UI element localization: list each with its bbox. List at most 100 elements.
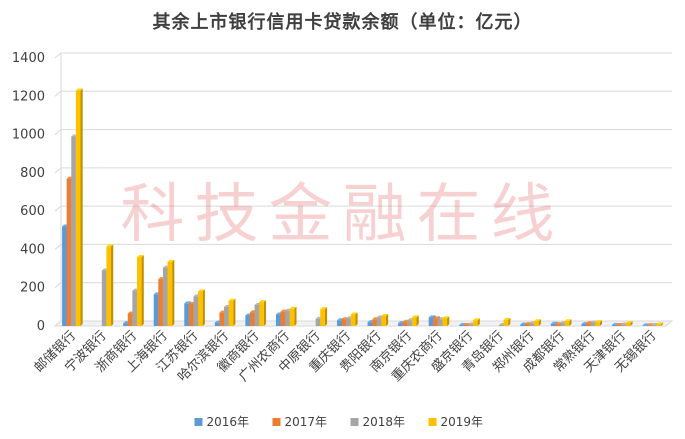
bar-2019年-重庆农商行 <box>442 318 448 326</box>
bar-2017年-天津银行 <box>616 325 622 326</box>
bar-2017年-南京银行 <box>402 321 408 326</box>
bar-top <box>320 307 328 310</box>
bar-top <box>503 317 511 320</box>
bar-2018年-贵阳银行 <box>376 317 382 326</box>
bar-2019年-盛京银行 <box>473 320 478 326</box>
bar-2016年-无锡银行 <box>642 325 648 326</box>
bar-side <box>202 289 205 326</box>
bar-2017年-哈尔滨银行 <box>219 312 225 326</box>
bar-2019年-青岛银行 <box>503 319 509 326</box>
legend-label: 2016年 <box>207 415 250 429</box>
bar-2019年-南京银行 <box>411 317 417 326</box>
bar-side <box>141 255 144 326</box>
bar-2017年-郑州银行 <box>524 324 530 326</box>
legend-label: 2018年 <box>363 415 406 429</box>
bar-side <box>599 320 603 326</box>
bar-2016年-邮储银行 <box>62 226 67 326</box>
bar-2017年-浙商银行 <box>127 313 133 326</box>
bar-side <box>538 319 541 326</box>
bar-2018年-重庆农商行 <box>437 319 443 326</box>
legend-swatch <box>350 418 359 426</box>
y-tick-label: 1400 <box>12 51 45 66</box>
bar-top <box>411 315 419 318</box>
bar-2018年-郑州银行 <box>529 323 535 326</box>
bar-2019年-宁波银行 <box>106 246 112 326</box>
bar-2016年-江苏银行 <box>184 303 189 326</box>
bar-top <box>428 315 436 318</box>
bar-2018年-无锡银行 <box>651 325 657 326</box>
gridline-side <box>54 244 62 250</box>
gridline-side <box>54 205 62 212</box>
bar-top <box>459 323 467 326</box>
bar-2019年-哈尔滨银行 <box>228 300 234 326</box>
bar-2018年-南京银行 <box>407 320 412 326</box>
bar-side <box>569 319 572 326</box>
bar-side <box>630 321 633 326</box>
bar-2016年-重庆银行 <box>337 320 342 326</box>
gridline-side <box>54 52 62 59</box>
bar-side <box>263 300 266 326</box>
bar-top <box>381 314 389 317</box>
bar-2018年-江苏银行 <box>193 296 199 326</box>
bar-side <box>477 318 480 326</box>
bar-2019年-广州农商行 <box>289 308 295 326</box>
bar-2019年-无锡银行 <box>656 324 661 326</box>
gridline-side <box>54 167 62 174</box>
bar-2019年-邮储银行 <box>75 90 81 327</box>
bar-2018年-广州农商行 <box>285 310 290 326</box>
legend-label: 2017年 <box>285 415 328 429</box>
bar-side <box>355 312 358 326</box>
bar-2019年-郑州银行 <box>534 321 539 326</box>
bar-top <box>625 321 633 324</box>
bar-top <box>198 289 205 292</box>
y-tick-label: 200 <box>20 281 45 296</box>
bar-2017年-重庆农商行 <box>433 318 438 326</box>
y-tick-label: 0 <box>37 319 45 334</box>
bar-2019年-成都银行 <box>564 321 570 326</box>
bar-2017年-成都银行 <box>555 324 561 326</box>
bar-2019年-中原银行 <box>320 309 325 326</box>
bar-top <box>433 316 441 319</box>
bar-2017年-江苏银行 <box>188 303 194 326</box>
legend-label: 2019年 <box>441 415 484 429</box>
bar-2017年-重庆银行 <box>341 319 347 326</box>
bar-top <box>534 319 541 322</box>
gridline-side <box>54 282 62 289</box>
bar-2017年-常熟银行 <box>586 323 591 326</box>
bar-2016年-徽商银行 <box>245 315 250 326</box>
bar-2018年-宁波银行 <box>101 270 107 326</box>
bar-side <box>294 306 297 326</box>
bar-top <box>350 312 358 315</box>
y-tick-label: 1000 <box>12 128 45 143</box>
bar-2018年-邮储银行 <box>71 136 76 326</box>
bar-2018年-盛京银行 <box>468 324 474 326</box>
bar-side <box>324 307 328 326</box>
bar-2019年-浙商银行 <box>136 257 142 326</box>
bar-2016年-哈尔滨银行 <box>214 322 220 326</box>
bar-side <box>508 317 511 326</box>
bar-top <box>473 318 480 321</box>
y-tick-label: 400 <box>20 242 45 257</box>
bar-2016年-上海银行 <box>153 294 159 326</box>
bar-2018年-哈尔滨银行 <box>224 306 229 326</box>
bar-2019年-天津银行 <box>625 323 631 326</box>
bar-side <box>660 322 664 326</box>
gridline-side <box>54 129 62 135</box>
bar-top <box>259 300 266 303</box>
bar-2016年-重庆农商行 <box>428 317 434 326</box>
bar-2016年-成都银行 <box>550 323 556 326</box>
bar-top <box>106 244 114 247</box>
y-tick-label: 600 <box>20 204 45 219</box>
bar-side <box>385 314 389 326</box>
bar-2018年-徽商银行 <box>254 304 260 326</box>
bar-top <box>564 319 572 322</box>
floor <box>53 320 674 327</box>
bar-2016年-郑州银行 <box>520 324 525 326</box>
bar-2017年-徽商银行 <box>249 312 255 326</box>
legend-swatch <box>428 418 437 426</box>
bar-2017年-广州农商行 <box>280 311 286 326</box>
bar-2018年-天津银行 <box>621 324 626 326</box>
bar-top <box>289 306 297 309</box>
bar-2017年-无锡银行 <box>647 325 652 326</box>
bar-2017年-邮储银行 <box>66 178 72 326</box>
